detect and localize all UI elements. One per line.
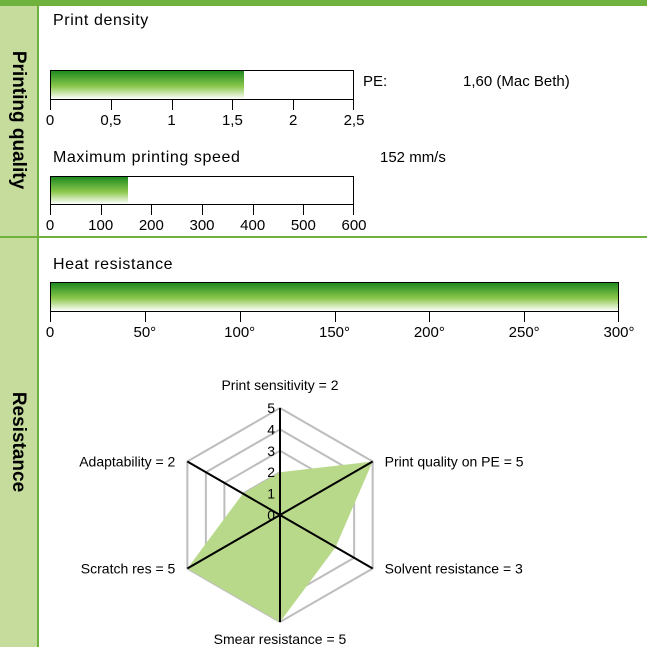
printing-speed-title: Maximum printing speed [53,149,241,166]
heat-resistance-tick [334,312,336,322]
printing-speed-tick [100,205,102,215]
print-density-tick [293,100,295,110]
radar-axis-line [279,460,374,516]
print-density-tick-label: 2,5 [343,112,365,129]
printing-speed-tick-label: 0 [45,217,55,234]
printing-speed-tick [50,205,51,215]
heat-resistance-tick-label: 100° [224,324,256,341]
print-density-pe-label: PE: [363,73,388,90]
radar-axis-line [186,460,281,516]
printing-speed-axis: 0 100 200 300 400 500 600 [46,205,367,234]
heat-resistance-tick-label: 0 [45,324,55,341]
print-density-bar-fill [51,71,245,99]
printing-speed-bar [50,176,354,205]
radar-axis-label: Print sensitivity = 2 [221,377,338,393]
radar-axis-label: Adaptability = 2 [79,454,175,470]
printing-speed-tick-label: 300 [189,217,215,234]
heat-resistance-tick-label: 50° [133,324,157,341]
radar-scale-label: 0 [267,507,275,523]
print-density-bar [50,70,354,100]
printing-speed-tick [151,205,153,215]
print-density-tick [110,100,112,110]
top-accent-bar [0,0,647,6]
heat-resistance-tick [144,312,146,322]
radar-axis-line [279,514,374,570]
heat-resistance-title: Heat resistance [53,256,174,273]
radar-axis-label: Print quality on PE = 5 [385,454,524,470]
radar-axis-line [186,514,281,570]
printing-speed-tick [303,205,305,215]
printing-speed-tick-label: 400 [240,217,266,234]
radar-axis-label: Scratch res = 5 [81,561,176,577]
printing-speed-value: 152 mm/s [380,149,446,166]
heat-resistance-bar-fill [51,283,618,311]
print-density-tick [171,100,173,110]
heat-resistance-tick [50,312,51,322]
section-divider [0,236,647,238]
print-density-tick-label: 0,5 [100,112,122,129]
heat-resistance-tick-label: 200° [413,324,445,341]
printing-speed-tick-label: 100 [88,217,114,234]
printing-speed-tick [202,205,203,215]
print-density-tick-label: 0 [45,112,55,129]
radar-scale-label: 3 [267,443,275,459]
printing-speed-bar-fill [51,177,128,204]
heat-resistance-tick [618,312,619,322]
print-density-title: Print density [53,12,149,29]
print-density-tick [50,100,51,110]
heat-resistance-bar [50,282,619,312]
print-density-tick [353,100,354,110]
print-density-axis: 0 0,5 1 1,5 2 2,5 [46,100,364,129]
printing-speed-tick [252,205,254,215]
radar-scale-label: 1 [267,486,275,502]
heat-resistance-tick [524,312,526,322]
print-density-tick-label: 2 [289,112,298,129]
heat-resistance-tick-label: 150° [318,324,351,341]
heat-resistance-tick [429,312,431,322]
radar-scale-label: 2 [267,464,275,480]
printing-speed-tick-label: 500 [290,217,316,234]
printing-speed-tick-label: 600 [341,217,367,234]
sidebar-border [37,6,39,647]
heat-resistance-tick-label: 250° [508,324,540,341]
radar-scale-label: 5 [267,400,275,416]
heat-resistance-tick [239,312,241,322]
print-density-tick [232,100,234,110]
print-density-value: 1,60 (Mac Beth) [463,73,570,90]
radar-scale-label: 4 [267,421,275,437]
radar-axis-label: Solvent resistance = 3 [385,561,523,577]
heat-resistance-axis: 0 50° 100° 150° 200° 250° 300° [46,312,635,341]
print-density-tick-label: 1 [167,112,176,129]
heat-resistance-tick-label: 300° [603,324,635,341]
printing-speed-tick [353,205,354,215]
sidebar [0,6,37,647]
print-density-tick-label: 1,5 [221,112,243,129]
printing-speed-tick-label: 200 [138,217,164,234]
radar-axis-label: Smear resistance = 5 [214,631,347,647]
